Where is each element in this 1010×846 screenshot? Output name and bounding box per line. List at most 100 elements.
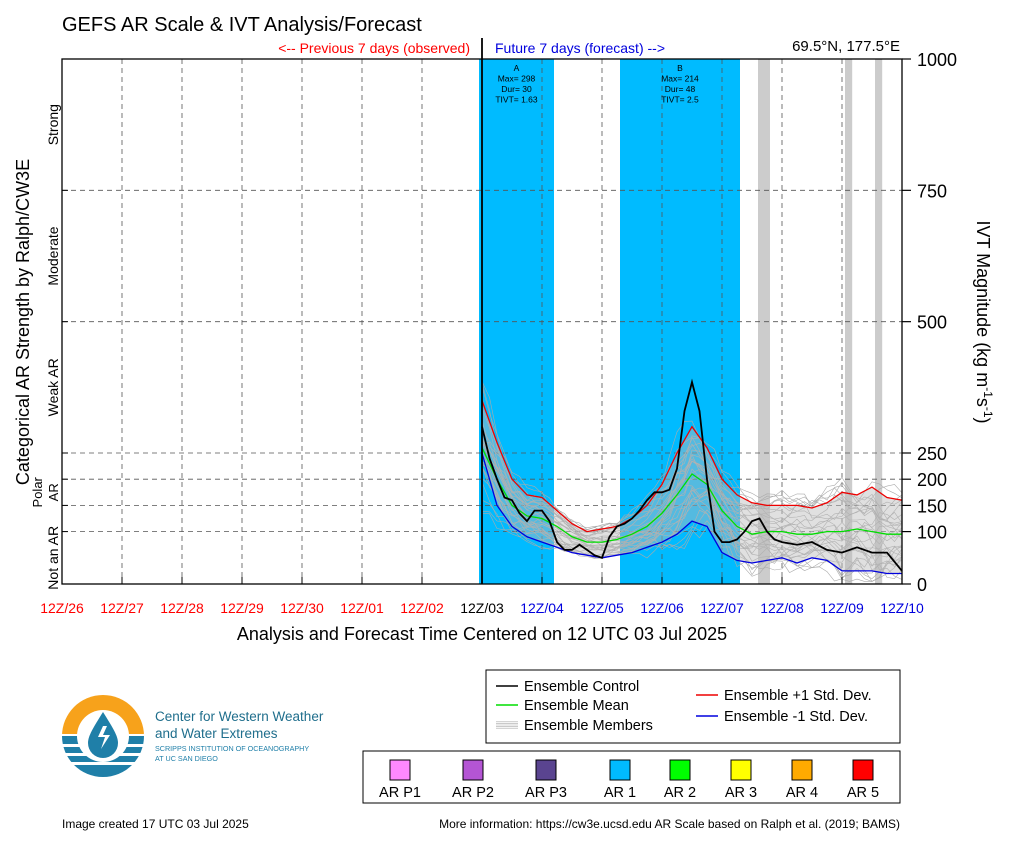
image-created-note: Image created 17 UTC 03 Jul 2025	[62, 817, 249, 831]
left-axis-title: Categorical AR Strength by Ralph/CW3E	[13, 159, 33, 485]
ensemble-member-line	[481, 420, 903, 538]
x-tick-label: 12Z/01	[340, 600, 384, 616]
ensemble-spread-area	[482, 400, 902, 574]
x-tick-label: 12Z/26	[40, 600, 84, 616]
category-label: Polar	[30, 476, 45, 507]
x-tick-label: 12Z/02	[400, 600, 444, 616]
category-label: Not an AR	[45, 526, 61, 590]
ar-rank-label: AR P3	[525, 785, 567, 801]
series-line-ensemble-1-std-dev-	[481, 400, 903, 533]
x-tick-label: 12Z/09	[820, 600, 864, 616]
ensemble-member-line	[481, 456, 903, 553]
ensemble-member-line	[481, 467, 903, 582]
ar-event-label: TIVT= 2.5	[661, 95, 699, 105]
ar-event-label: Max= 214	[661, 74, 699, 84]
ensemble-lines	[481, 378, 903, 575]
x-tick-label: 12Z/04	[520, 600, 564, 616]
cw3e-logo: Center for Western Weather and Water Ext…	[60, 695, 324, 778]
x-tick-label: 12Z/08	[760, 600, 804, 616]
x-tick-label: 12Z/30	[280, 600, 324, 616]
ar-event-label: Dur= 30	[501, 84, 532, 94]
ar-rank-swatch	[669, 759, 691, 781]
ar-rank-swatch	[609, 759, 631, 781]
line-legend-box	[485, 669, 901, 744]
legend-label: Ensemble +1 Std. Dev.	[724, 688, 872, 704]
y-axis-ticks: 0 100 150 200 250 500 750 1000	[62, 50, 957, 595]
category-label: Strong	[45, 104, 61, 145]
ar-event-label: B	[677, 63, 683, 73]
ar-event-label: A	[514, 63, 520, 73]
y-tick-label: 500	[917, 313, 947, 333]
ensemble-member-line	[481, 381, 903, 534]
logo-institution-line1: SCRIPPS INSTITUTION OF OCEANOGRAPHY	[155, 744, 309, 753]
line-legend: Ensemble Control Ensemble Mean Ensemble Me…	[496, 679, 872, 734]
x-tick-label: 12Z/03	[460, 600, 504, 616]
previous-period-label: <-- Previous 7 days (observed)	[278, 40, 470, 56]
ar-event-label: Dur= 48	[665, 84, 696, 94]
logo-name-line2: and Water Extremes	[155, 726, 278, 741]
ensemble-member-line	[481, 440, 903, 545]
y-tick-label: 0	[917, 575, 927, 595]
ensemble-member-line	[481, 462, 903, 561]
series-line-ensemble-control	[481, 378, 903, 572]
ar-rank-swatch	[389, 759, 411, 781]
ar-rank-label: AR 5	[847, 785, 879, 801]
ar-event-label: Max= 298	[498, 74, 536, 84]
ar-event-label: TIVT= 1.63	[495, 95, 538, 105]
x-tick-label: 12Z/06	[640, 600, 684, 616]
x-tick-label: 12Z/28	[160, 600, 204, 616]
x-tick-label: 12Z/27	[100, 600, 144, 616]
ar-rank-legend: AR P1 AR P2 AR P3 AR 1 AR 2 AR 3 AR 4 AR 5	[379, 759, 879, 801]
ensemble-member-line	[481, 397, 903, 537]
ensemble-member-line	[481, 466, 903, 573]
ar-rank-swatch	[791, 759, 813, 781]
location-label: 69.5°N, 177.5°E	[792, 38, 900, 55]
ar-rank-swatch	[462, 759, 484, 781]
ensemble-members	[481, 381, 903, 582]
future-period-label: Future 7 days (forecast) -->	[495, 40, 665, 56]
ar-rank-label: AR 2	[664, 785, 696, 801]
ar-rank-swatch	[535, 759, 557, 781]
legend-label: Ensemble Members	[524, 718, 653, 734]
category-labels: Strong Moderate Weak AR Polar AR Not an AR	[30, 104, 61, 590]
ar-rank-swatch	[852, 759, 874, 781]
right-axis-title: IVT Magnitude (kg m-1s-1)	[973, 220, 995, 423]
ensemble-member-line	[481, 436, 903, 542]
low-confidence-band	[875, 59, 883, 584]
more-info-note: More information: https://cw3e.ucsd.edu …	[439, 817, 900, 831]
legend-label: Ensemble Mean	[524, 698, 629, 714]
legend-label: Ensemble -1 Std. Dev.	[724, 709, 868, 725]
x-tick-label: 12Z/07	[700, 600, 744, 616]
chart-title: GEFS AR Scale & IVT Analysis/Forecast	[62, 14, 422, 36]
x-axis-title: Analysis and Forecast Time Centered on 1…	[237, 624, 727, 644]
ar-rank-label: AR 4	[786, 785, 818, 801]
y-tick-label: 100	[917, 523, 947, 543]
category-label: AR	[46, 483, 61, 501]
ensemble-member-line	[481, 428, 903, 536]
x-axis-ticks: 12Z/26 12Z/27 12Z/28 12Z/29 12Z/30 12Z/01 12Z/…	[40, 577, 924, 616]
category-label: Moderate	[45, 226, 61, 285]
y-tick-label: 250	[917, 444, 947, 464]
logo-name-line1: Center for Western Weather	[155, 709, 324, 724]
grid-lines	[62, 59, 902, 584]
series-line-ensemble-mean	[481, 447, 902, 543]
y-tick-label: 1000	[917, 50, 957, 70]
ar-rank-swatch	[730, 759, 752, 781]
ensemble-member-line	[481, 455, 903, 582]
y-tick-label: 150	[917, 496, 947, 516]
x-tick-label: 12Z/05	[580, 600, 624, 616]
series-line-ensemble-1-std-dev-	[481, 452, 902, 575]
ar-rank-label: AR P2	[452, 785, 494, 801]
x-tick-label: 12Z/29	[220, 600, 264, 616]
category-label: Weak AR	[45, 358, 61, 416]
x-tick-label: 12Z/10	[880, 600, 924, 616]
ar-rank-label: AR 1	[604, 785, 636, 801]
logo-institution-line2: AT UC SAN DIEGO	[155, 754, 218, 763]
ar-rank-label: AR P1	[379, 785, 421, 801]
ar-rank-label: AR 3	[725, 785, 757, 801]
y-tick-label: 200	[917, 470, 947, 490]
y-tick-label: 750	[917, 181, 947, 201]
legend-label: Ensemble Control	[524, 679, 639, 695]
